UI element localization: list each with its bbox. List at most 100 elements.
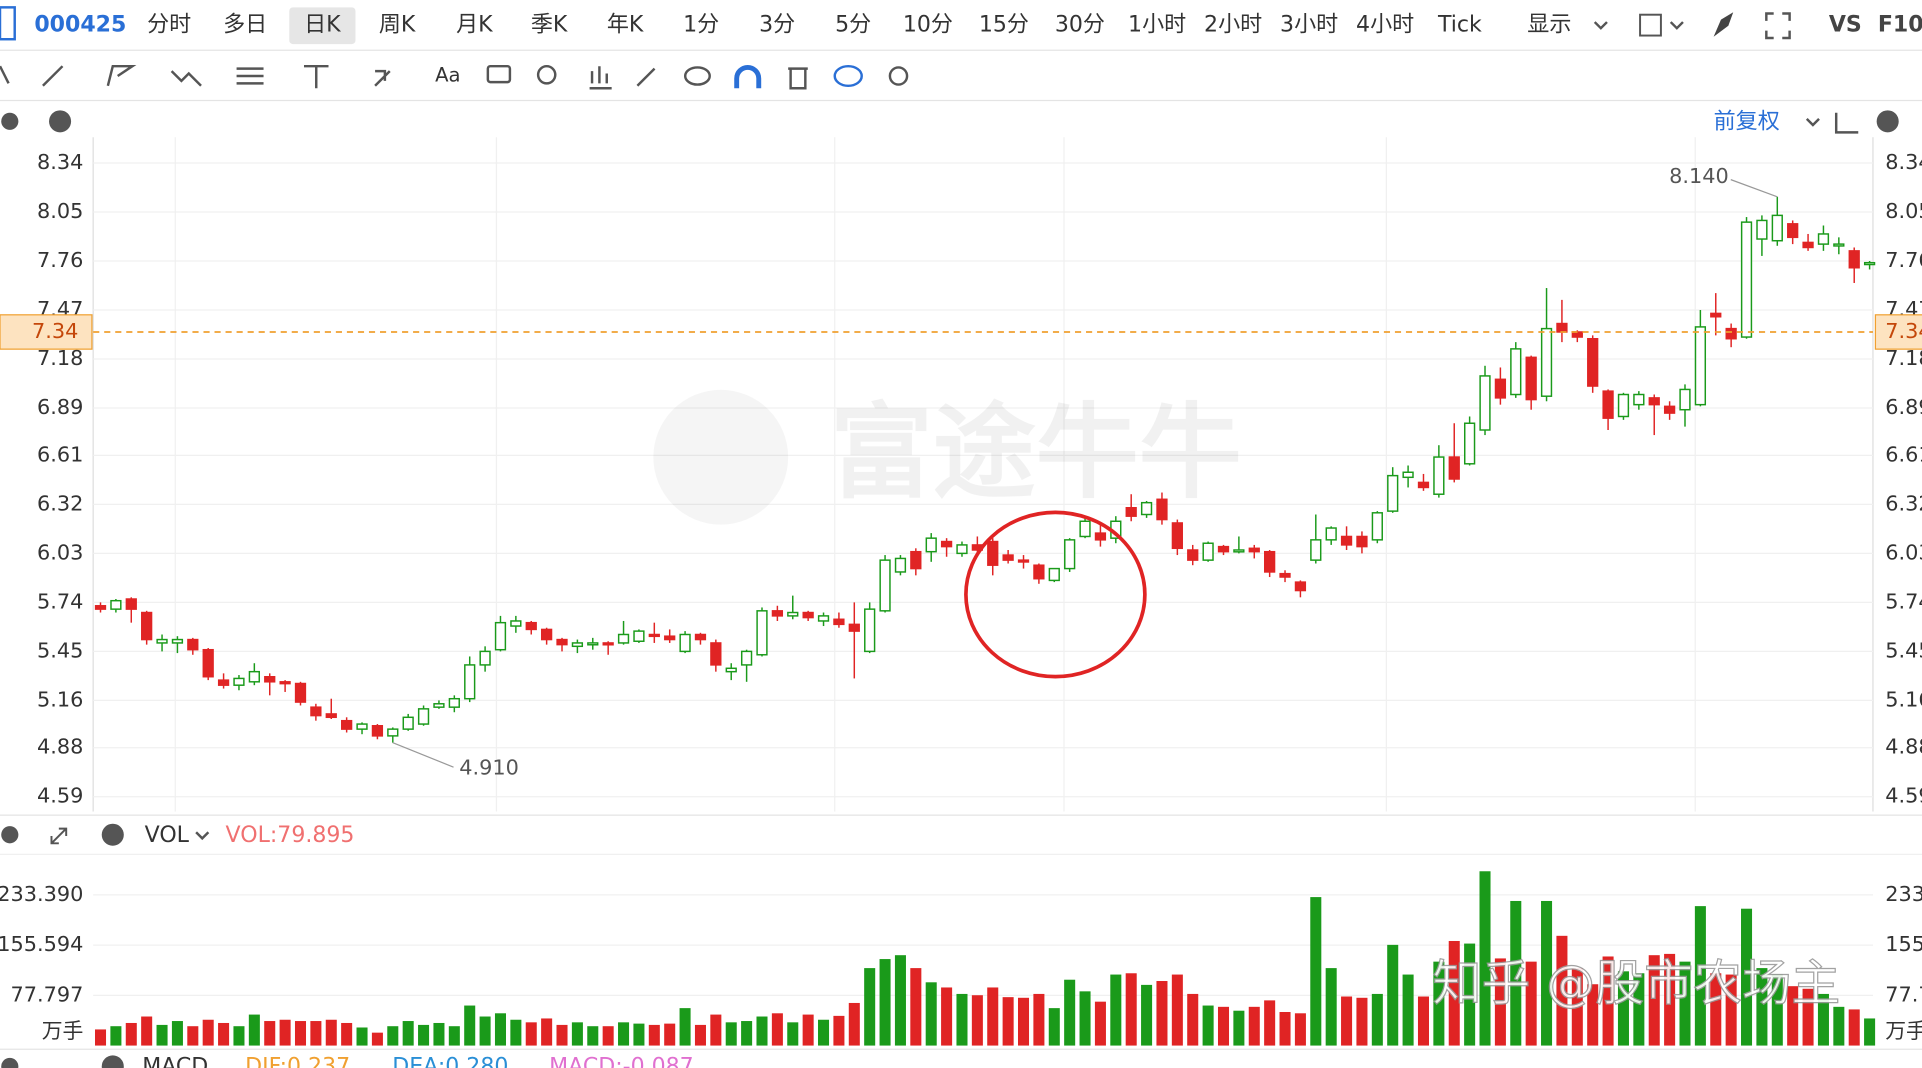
period-button[interactable]: 2小时 [1204,13,1262,38]
candle-body [556,638,568,646]
vs-button[interactable]: VS [1829,13,1862,38]
volume-bar [541,1018,553,1046]
volume-bar [1710,973,1722,1046]
shape-button[interactable] [1639,13,1662,37]
settings-tool[interactable] [888,66,909,86]
period-button[interactable]: 1分 [683,13,719,38]
period-button[interactable]: 1小时 [1128,13,1186,38]
period-button[interactable]: 年K [607,13,644,38]
volume-bar [1417,996,1429,1046]
checkbox[interactable] [0,6,16,41]
level-tool[interactable] [303,64,329,89]
display-menu[interactable]: 显示 [1527,13,1571,38]
candle-body [848,623,860,632]
candle-body [156,638,168,644]
volume-bar [356,1027,368,1046]
f10-button[interactable]: F10 [1878,13,1922,38]
y-tick-label: 8.05 [37,199,83,223]
volume-bar [525,1022,537,1046]
dropdown-arrow [1805,118,1820,127]
volume-bar [1079,991,1091,1046]
settings-icon[interactable] [1,1057,19,1068]
candle-body [464,664,476,700]
arrow-tool[interactable] [374,69,391,87]
period-button[interactable]: 日K [304,13,341,38]
candle-body [1448,456,1460,480]
candle-body [1740,221,1753,338]
macd-name[interactable]: MACD [142,1055,208,1068]
candle-body [1279,572,1291,578]
candle-body [1710,312,1722,318]
candle-body [294,682,307,703]
pen-icon[interactable] [1713,12,1734,37]
period-button[interactable]: 季K [531,13,568,38]
period-button[interactable]: 分时 [147,13,191,38]
close-icon[interactable] [101,823,124,846]
brush-tool[interactable] [636,67,656,87]
volume-bar [894,955,906,1046]
candle-body [510,620,522,627]
volume-bar [387,1026,399,1046]
symbol-code[interactable]: 000425 [34,13,126,38]
close-icon[interactable] [101,1055,124,1068]
volume-bar [510,1019,522,1046]
wave-tool[interactable] [170,70,202,87]
search-tool[interactable] [536,64,557,85]
period-button[interactable]: 5分 [835,13,871,38]
settings-icon[interactable] [1,112,19,130]
delete-tool[interactable] [788,67,808,90]
sync-tool[interactable] [833,64,863,88]
volume-bar [1094,1001,1106,1046]
volume-bar [1294,1013,1306,1046]
volume-bar [1141,984,1153,1046]
candle-body [1294,581,1307,592]
adjust-menu[interactable]: 前复权 [1714,110,1780,135]
candle-body [1479,375,1491,431]
cursor-icon[interactable] [0,65,10,84]
candle-body [494,621,507,651]
magnet-tool[interactable] [734,65,762,89]
vol-indicator-name[interactable]: VOL [145,823,190,848]
volume-bar [310,1021,322,1046]
period-button[interactable]: 多日 [223,13,267,38]
volume-bar [1602,956,1614,1046]
volume-bar [187,1026,199,1046]
candle-body [1264,550,1276,573]
period-button[interactable]: 30分 [1055,13,1105,38]
candle-body [771,610,784,617]
fib-tool[interactable] [236,67,264,85]
period-button[interactable]: 3分 [759,13,795,38]
eye-tool[interactable] [683,66,711,86]
period-button[interactable]: 月K [456,13,493,38]
volume-bar [633,1023,645,1046]
settings-icon[interactable] [1,826,19,844]
note-tool[interactable] [486,64,512,84]
period-button[interactable]: Tick [1437,13,1482,38]
period-button[interactable]: 15分 [979,13,1029,38]
period-button[interactable]: 10分 [903,13,953,38]
volume-bar [971,995,983,1046]
period-button[interactable]: 3小时 [1280,13,1338,38]
period-button[interactable]: 4小时 [1356,13,1414,38]
expand-icon[interactable] [50,827,68,845]
period-button[interactable]: 周K [379,13,416,38]
candle-body [879,559,891,612]
candle-body [679,633,691,653]
volume-bar [833,1015,845,1046]
measure-tool[interactable] [589,66,612,90]
volume-bar [171,1021,183,1046]
axis-icon[interactable] [1834,112,1859,134]
collapse-icon[interactable] [49,110,72,133]
volume-bar [1464,943,1476,1046]
volume-bar [1694,906,1706,1046]
candle-body [1602,390,1614,419]
candle-body [1233,549,1245,553]
line-tool[interactable] [42,65,64,87]
y2-tick-label: 6.03 [1885,540,1922,564]
channel-tool[interactable] [106,64,137,87]
menu-icon[interactable] [1876,110,1899,133]
fullscreen-icon[interactable] [1765,12,1791,40]
font-tool[interactable]: Aa [435,63,460,86]
y2-tick-label: 8.05 [1885,199,1922,223]
